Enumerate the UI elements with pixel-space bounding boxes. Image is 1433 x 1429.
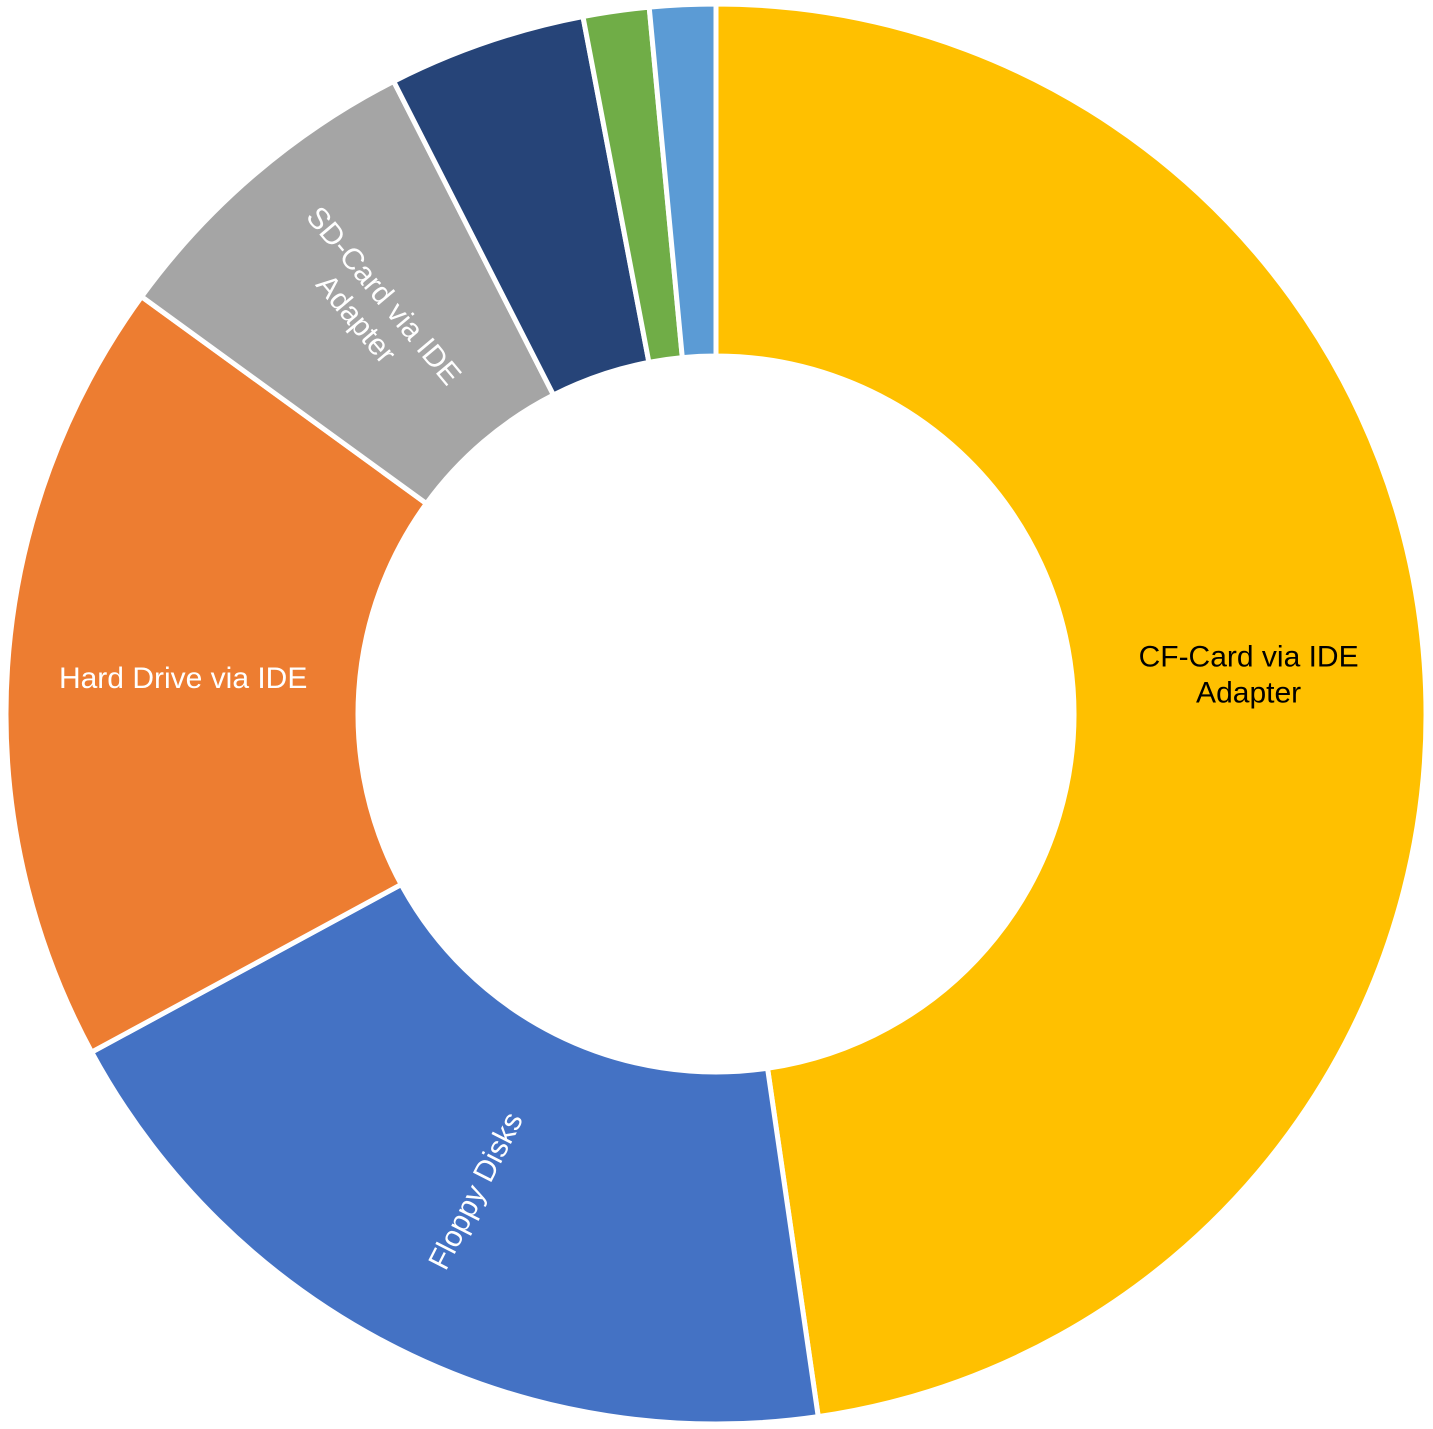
slice-label: Hard Drive via IDE xyxy=(58,661,308,695)
donut-slice xyxy=(713,1,1429,1420)
slice-label-group: Hard Drive via IDE xyxy=(18,639,348,719)
slice-label-group: CF-Card via IDE Adapter xyxy=(1099,635,1399,715)
donut-slice xyxy=(646,1,719,361)
donut-slice xyxy=(138,78,557,508)
slice-label-box: CF-Card via IDE Adapter xyxy=(1099,635,1399,715)
slice-label-box: Hard Drive via IDE xyxy=(18,639,348,719)
slice-label: CF-Card via IDE Adapter xyxy=(1138,640,1359,710)
donut-slice xyxy=(88,881,822,1427)
slice-label-wrap: CF-Card via IDE Adapter xyxy=(1099,635,1399,715)
slice-label-wrap: Hard Drive via IDE xyxy=(18,639,348,719)
donut-slice xyxy=(3,293,430,1056)
